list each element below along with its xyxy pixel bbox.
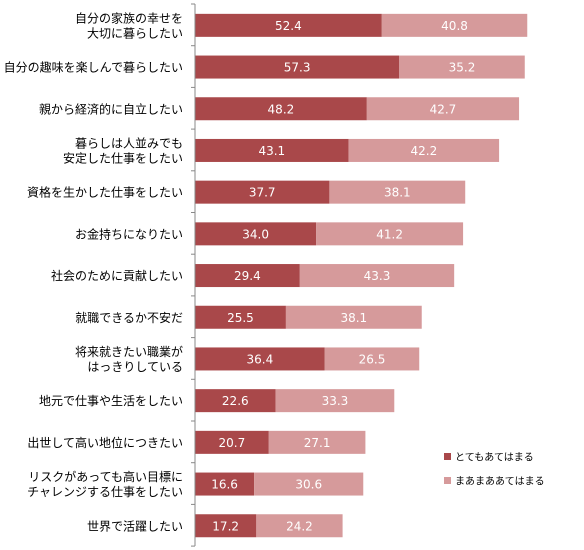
bar-somewhat-true-6 bbox=[316, 222, 464, 246]
category-label: 親から経済的に自立したい bbox=[39, 101, 183, 116]
bar-very-true-12 bbox=[195, 472, 255, 496]
data-label: 38.1 bbox=[340, 311, 367, 325]
category-label-line: 就職できるか不安だ bbox=[75, 310, 183, 325]
category-labels-layer: 自分の家族の幸せを大切に暮らしたい自分の趣味を楽しんで暮らしたい親から経済的に自… bbox=[4, 10, 183, 533]
bar-very-true-10 bbox=[195, 389, 276, 413]
category-label-line: チャレンジする仕事をしたい bbox=[27, 485, 183, 499]
bar-very-true-1 bbox=[195, 13, 382, 37]
category-label: 将来就きたい職業がはっきりしている bbox=[75, 344, 183, 374]
data-label: 34.0 bbox=[242, 227, 269, 241]
bar-very-true-8 bbox=[195, 305, 286, 329]
bar-somewhat-true-4 bbox=[348, 138, 500, 162]
data-label: 41.2 bbox=[376, 227, 403, 241]
category-label-line: リスクがあっても高い目標に bbox=[28, 469, 183, 484]
category-label-line: 安定した仕事をしたい bbox=[63, 150, 183, 165]
category-label-line: 暮らしは人並みでも bbox=[75, 136, 183, 150]
bar-somewhat-true-5 bbox=[329, 180, 466, 204]
data-label: 17.2 bbox=[212, 519, 239, 533]
bar-somewhat-true-13 bbox=[256, 514, 343, 538]
category-label-line: 将来就きたい職業が bbox=[75, 344, 183, 359]
data-label: 38.1 bbox=[384, 186, 411, 200]
category-label: 暮らしは人並みでも安定した仕事をしたい bbox=[63, 136, 183, 165]
axis-ticks-layer bbox=[191, 3, 195, 547]
category-label: 自分の趣味を楽しんで暮らしたい bbox=[4, 60, 183, 75]
category-label: 地元で仕事や生活をしたい bbox=[39, 394, 183, 408]
data-label: 26.5 bbox=[359, 352, 386, 366]
data-label: 29.4 bbox=[234, 269, 261, 283]
data-label: 24.2 bbox=[286, 519, 313, 533]
category-label-line: お金持ちになりたい bbox=[75, 226, 183, 241]
category-label: リスクがあっても高い目標にチャレンジする仕事をしたい bbox=[27, 469, 183, 499]
data-label: 48.2 bbox=[268, 102, 295, 116]
data-label: 25.5 bbox=[227, 311, 254, 325]
data-label: 27.1 bbox=[304, 436, 331, 450]
category-label-line: 世界で活躍したい bbox=[87, 519, 183, 533]
category-label: 自分の家族の幸せを大切に暮らしたい bbox=[75, 10, 183, 40]
category-label: 資格を生かした仕事をしたい bbox=[27, 185, 183, 200]
category-label: 社会のために貢献したい bbox=[51, 268, 183, 283]
bar-very-true-5 bbox=[195, 180, 330, 204]
data-label: 40.8 bbox=[441, 19, 468, 33]
category-label-line: 社会のために貢献したい bbox=[51, 268, 183, 283]
data-label: 42.2 bbox=[411, 144, 438, 158]
category-label-line: はっきりしている bbox=[87, 360, 183, 374]
bar-somewhat-true-7 bbox=[299, 264, 455, 288]
bar-very-true-3 bbox=[195, 97, 367, 121]
category-label: 世界で活躍したい bbox=[87, 519, 183, 533]
bar-very-true-2 bbox=[195, 55, 400, 79]
data-label: 52.4 bbox=[275, 19, 302, 33]
data-label: 36.4 bbox=[247, 352, 274, 366]
bars-layer: 52.4 40.8 57.3 35.2 48.2 42.7 43.1 42.2 37.7 38.1… bbox=[195, 13, 528, 538]
bar-somewhat-true-9 bbox=[324, 347, 420, 371]
data-label: 22.6 bbox=[222, 394, 249, 408]
data-label: 20.7 bbox=[219, 436, 246, 450]
legend-label: とてもあてはまる bbox=[455, 452, 534, 464]
legend-swatch bbox=[444, 453, 451, 460]
category-label-line: 親から経済的に自立したい bbox=[39, 101, 183, 116]
bar-very-true-4 bbox=[195, 138, 349, 162]
bar-somewhat-true-10 bbox=[275, 389, 395, 413]
data-label: 57.3 bbox=[284, 61, 311, 75]
data-label: 42.7 bbox=[430, 102, 457, 116]
category-label-line: 大切に暮らしたい bbox=[87, 26, 183, 40]
bar-somewhat-true-8 bbox=[285, 305, 422, 329]
bar-somewhat-true-2 bbox=[399, 55, 525, 79]
bar-very-true-13 bbox=[195, 514, 257, 538]
data-label: 43.1 bbox=[258, 144, 285, 158]
category-label-line: 出世して高い地位につきたい bbox=[27, 435, 183, 450]
bar-very-true-6 bbox=[195, 222, 317, 246]
bar-somewhat-true-1 bbox=[381, 13, 528, 37]
category-label-line: 地元で仕事や生活をしたい bbox=[39, 394, 183, 408]
legend-label: まあまああてはまる bbox=[455, 476, 545, 488]
category-label-line: 自分の家族の幸せを bbox=[75, 10, 183, 25]
bar-very-true-11 bbox=[195, 430, 269, 454]
data-label: 35.2 bbox=[449, 61, 476, 75]
category-label: 出世して高い地位につきたい bbox=[27, 435, 183, 450]
data-label: 16.6 bbox=[211, 478, 238, 492]
category-label-line: 資格を生かした仕事をしたい bbox=[27, 185, 183, 200]
category-label: お金持ちになりたい bbox=[75, 226, 183, 241]
bar-very-true-9 bbox=[195, 347, 325, 371]
category-label: 就職できるか不安だ bbox=[75, 310, 183, 325]
bar-somewhat-true-12 bbox=[254, 472, 364, 496]
data-label: 33.3 bbox=[322, 394, 349, 408]
bar-very-true-7 bbox=[195, 264, 300, 288]
data-label: 37.7 bbox=[249, 186, 276, 200]
legend-swatch bbox=[444, 477, 451, 484]
data-label: 30.6 bbox=[295, 478, 322, 492]
category-label-line: 自分の趣味を楽しんで暮らしたい bbox=[4, 60, 183, 75]
bar-somewhat-true-3 bbox=[366, 97, 520, 121]
data-label: 43.3 bbox=[364, 269, 391, 283]
bar-somewhat-true-11 bbox=[268, 430, 366, 454]
